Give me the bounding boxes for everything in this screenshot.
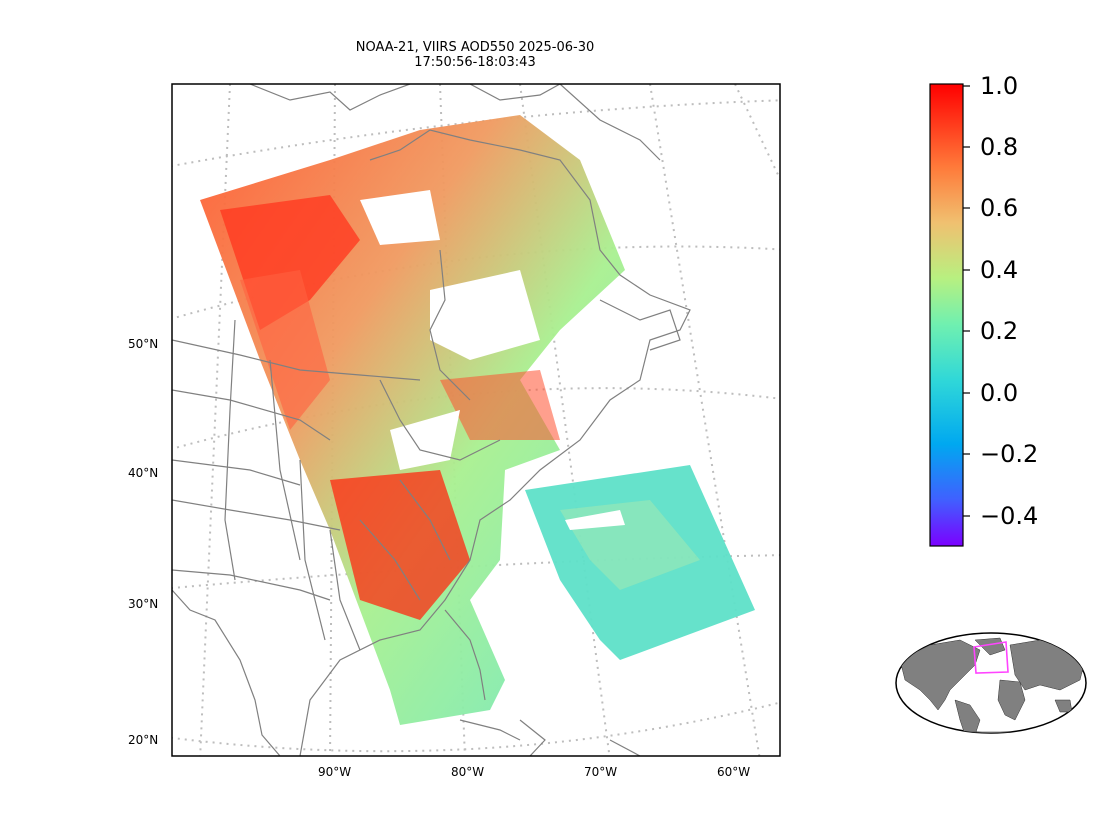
globe-inset (895, 632, 1087, 734)
lon-label-90w: 90°W (318, 765, 352, 779)
colorbar-tick-label: 0.6 (980, 194, 1019, 222)
title-line-1: NOAA-21, VIIRS AOD550 2025-06-30 (355, 40, 595, 55)
lat-label-20: 20°N (128, 733, 159, 747)
colorbar-tick-label: 1.0 (980, 72, 1019, 100)
colorbar-gradient (929, 83, 964, 547)
map-panel (172, 84, 780, 756)
lat-label-30: 30°N (128, 597, 159, 611)
colorbar-tick-label: 0.0 (980, 379, 1019, 407)
title-line-2: 17:50:56-18:03:43 (414, 55, 536, 70)
colorbar-tick-label: −0.2 (980, 440, 1039, 468)
colorbar-tick-label: 0.8 (980, 133, 1019, 161)
lon-label-60w: 60°W (717, 765, 751, 779)
map-frame (171, 83, 781, 757)
lon-label-80w: 80°W (451, 765, 485, 779)
aod-swath-west (200, 115, 625, 725)
chart-title: NOAA-21, VIIRS AOD550 2025-06-30 17:50:5… (320, 40, 630, 70)
colorbar (929, 83, 970, 547)
colorbar-ticks (963, 85, 970, 517)
lon-label-70w: 70°W (584, 765, 618, 779)
colorbar-tick-label: −0.4 (980, 502, 1039, 530)
lat-label-50: 50°N (128, 337, 159, 351)
locator-box (973, 641, 1009, 674)
lat-label-40: 40°N (128, 466, 159, 480)
colorbar-tick-label: 0.4 (980, 256, 1019, 284)
aod-swath-east (525, 465, 755, 660)
land-outlines (172, 84, 691, 756)
colorbar-tick-label: 0.2 (980, 317, 1019, 345)
